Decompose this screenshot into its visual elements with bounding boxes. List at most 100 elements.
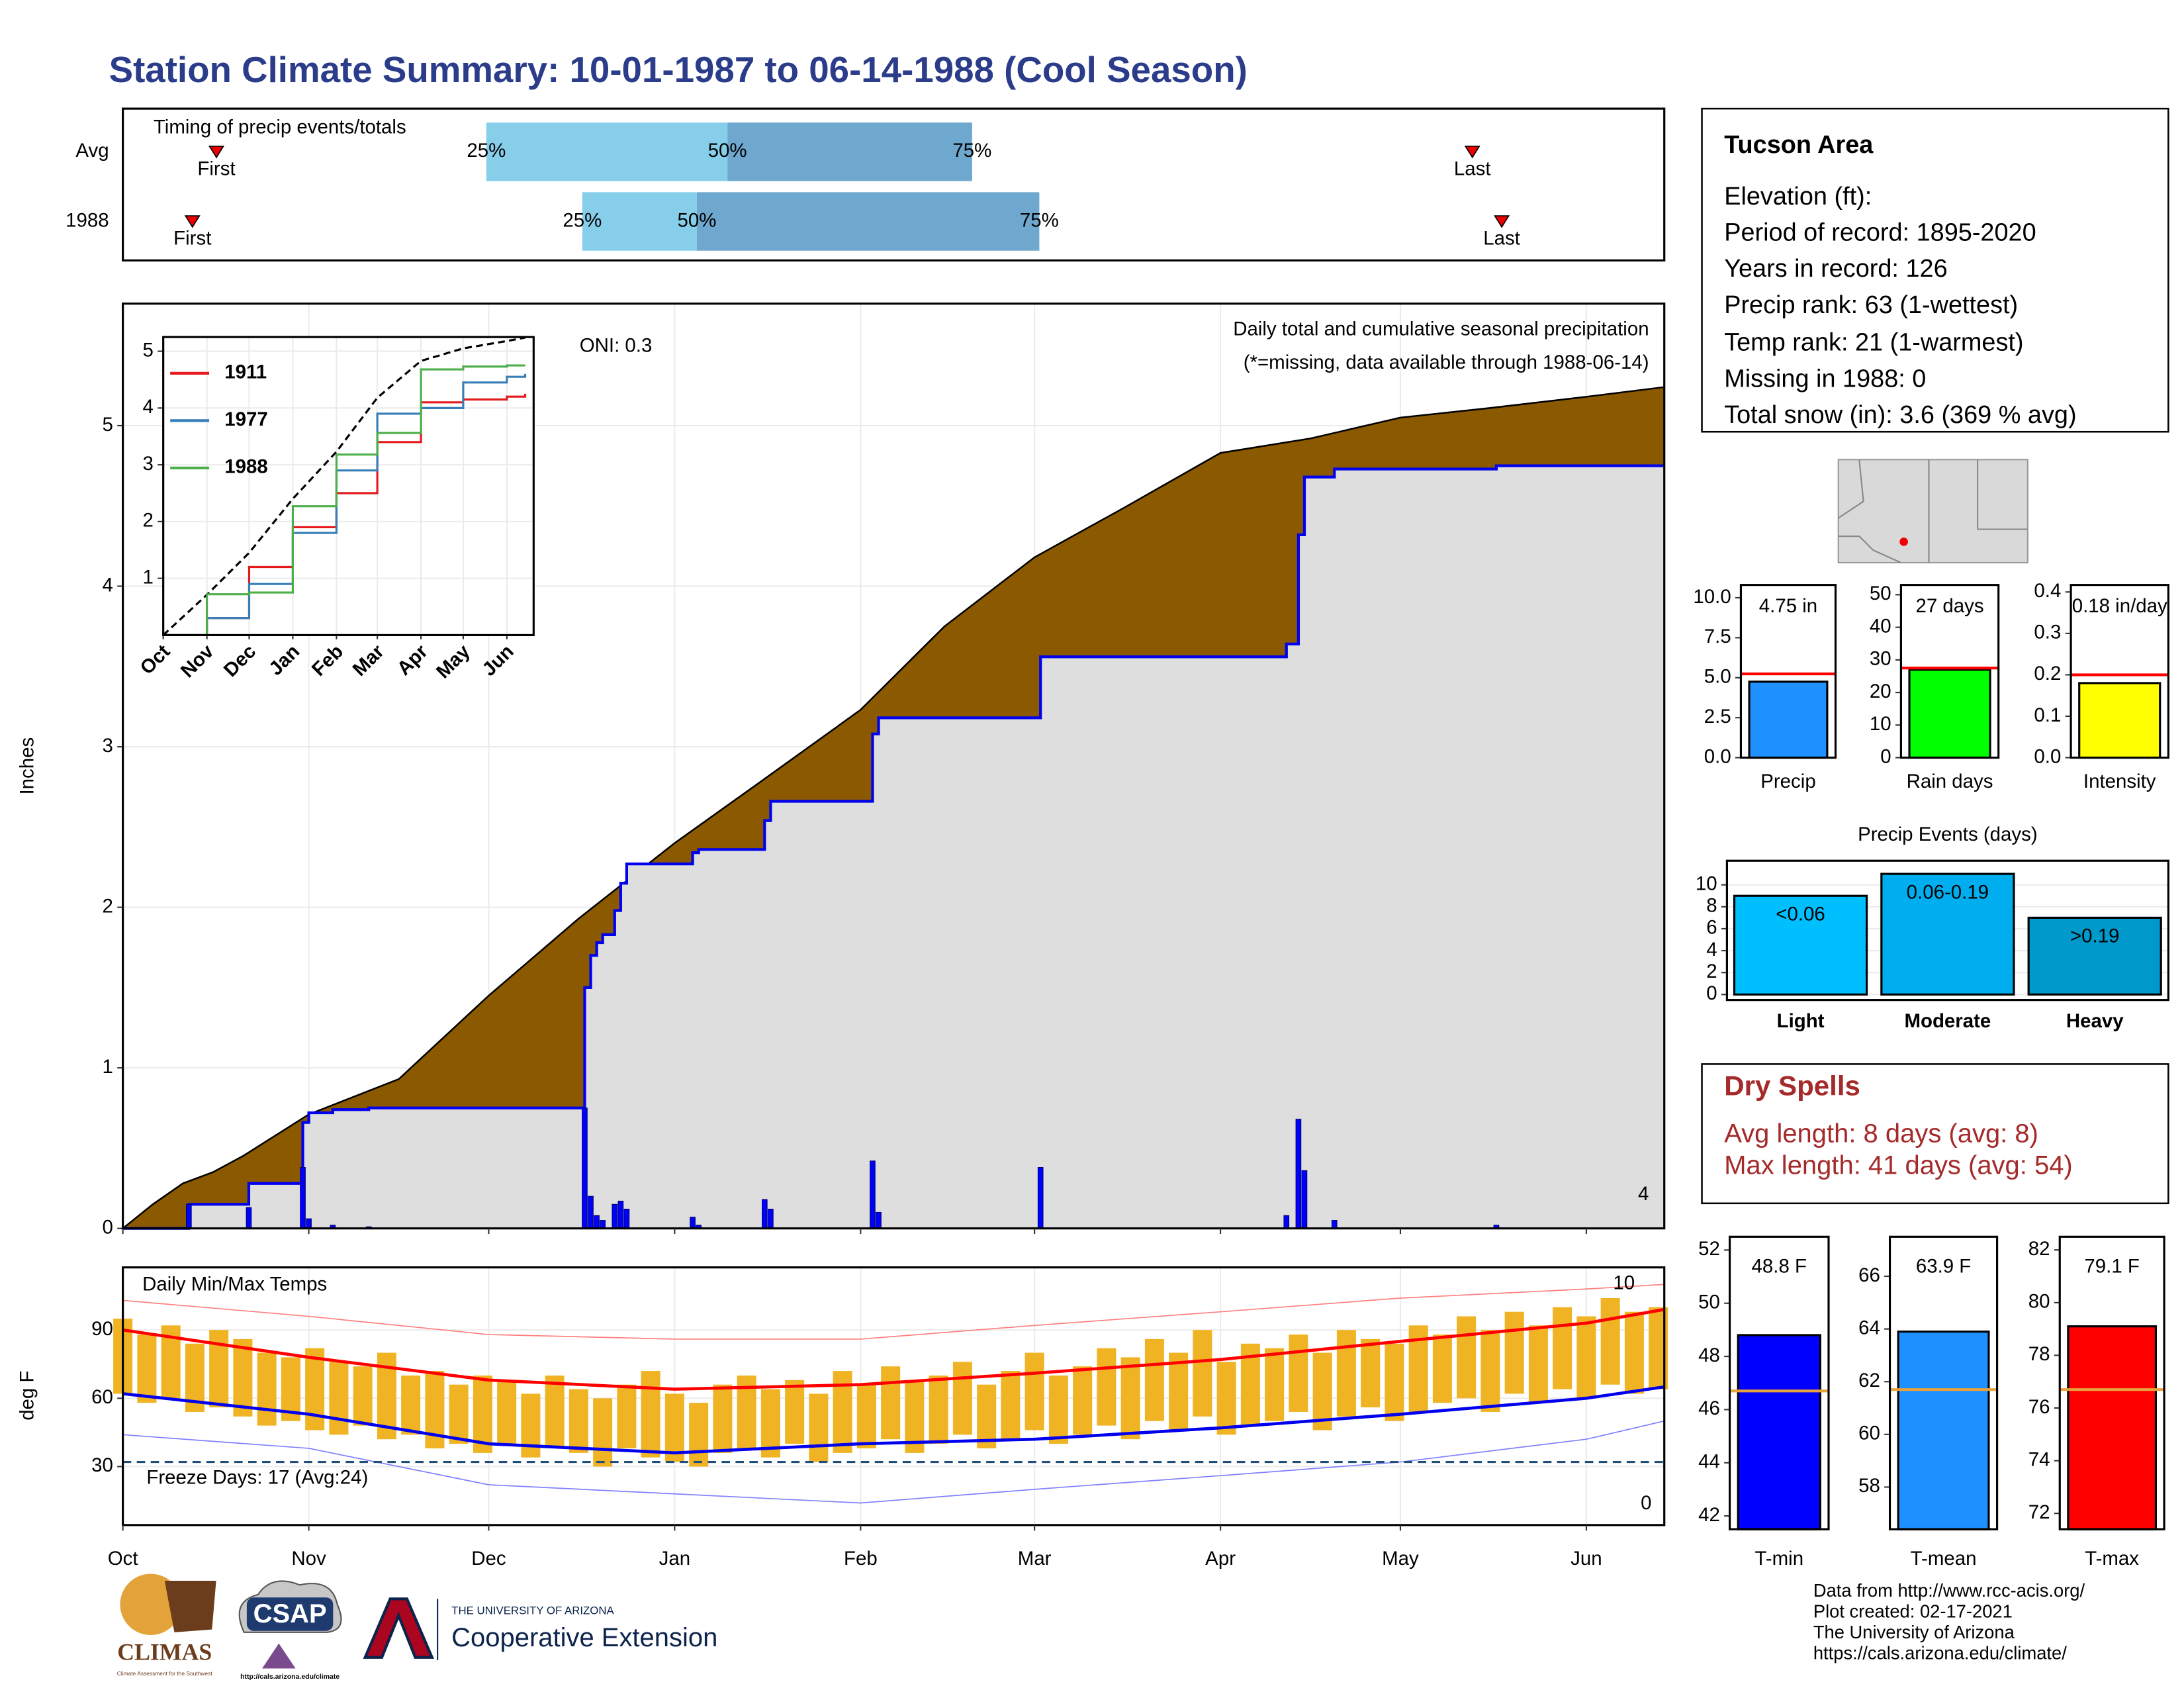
x-tick-label: Nov [291,1548,326,1570]
y-tick-label: 30 [1870,648,1891,670]
temp-range-bar [809,1393,829,1462]
daily-precip-bar [768,1209,774,1229]
csap-url: http://cals.arizona.edu/climate [240,1673,340,1681]
x-tick-label: Feb [844,1548,878,1570]
daily-precip-bar [876,1211,882,1229]
temp-range-bar [1169,1352,1189,1430]
y-tick-label: 46 [1698,1397,1720,1419]
temp-range-bar [1144,1338,1164,1421]
y-tick-label: 5.0 [1704,666,1731,688]
y-tick-label: 50 [1870,583,1891,604]
temp-range-bar [929,1375,948,1444]
high-count: 10 [1613,1272,1635,1294]
temp-range-bar [1001,1371,1021,1440]
daily-precip-bar [612,1203,618,1229]
y-tick-label: 76 [2028,1396,2050,1418]
temp-range-bar [233,1338,253,1417]
quartile-bar [727,122,972,181]
x-tick-label: Dec [471,1548,506,1570]
bar [1733,894,1868,996]
bar [1908,669,1991,759]
daily-precip-bar [306,1218,312,1229]
temp-range-bar [760,1389,780,1458]
y-tick-label: 74 [2028,1448,2050,1470]
info-frame [1701,107,2169,433]
temp-range-bar [641,1371,660,1458]
y-axis-label: deg F [16,1371,38,1421]
y-tick-label: 2 [103,895,113,917]
temp-line [122,1385,1665,1455]
y-tick-label: 5 [143,339,154,361]
y-tick-label: 3 [143,453,154,475]
daily-precip-bar [588,1196,594,1229]
quartile-label: 50% [677,209,716,231]
legend-label: 1977 [224,408,268,430]
temp-range-bar [1504,1311,1524,1394]
season-area [122,465,1664,1229]
station-dot [1899,538,1908,546]
y-axis-label: Inches [16,737,38,795]
bar [1748,680,1829,759]
y-tick-label: 30 [91,1454,113,1476]
temp-range-bar [1624,1311,1644,1394]
inset-frame [162,336,535,636]
plot-frame [1729,1235,1830,1530]
y-tick-label: 10.0 [1693,586,1731,608]
series-line [163,364,525,636]
y-tick-label: 90 [91,1318,113,1340]
footer: Data from http://www.rcc-acis.org/ Plot … [1813,1580,2085,1664]
y-tick-label: 0.4 [2034,580,2061,602]
temp-range-bar [545,1375,565,1448]
daily-precip-bar [246,1207,252,1229]
y-tick-label: 62 [1858,1370,1880,1391]
row-label: Avg [75,140,109,162]
location-map [1837,459,2028,564]
y-tick-label: 48 [1698,1344,1720,1366]
oni-label: ONI: 0.3 [580,335,653,357]
plot-frame [122,1266,1666,1526]
ua-text: THE UNIVERSITY OF ARIZONA [451,1605,614,1617]
y-tick-label: 20 [1870,680,1891,702]
bar [2067,1325,2158,1530]
info-line: Years in record: 126 [1724,255,1947,283]
info-line: Missing in 1988: 0 [1724,365,1926,393]
x-tick-label: Light [1777,1010,1825,1032]
x-tick-label: Oct [108,1548,138,1570]
info-line: Elevation (ft): [1724,183,1872,211]
quartile-label: 75% [952,140,991,162]
dry-frame [1701,1063,2169,1205]
quartile-label: 50% [708,140,747,162]
temp-range-bar [1361,1338,1381,1408]
temp-range-bar [593,1398,613,1467]
temp-range-bar [137,1335,157,1403]
panel-title: Timing of precip events/totals [154,116,406,138]
daily-precip-bar [1301,1170,1308,1229]
y-tick-label: 10 [1696,872,1717,894]
temp-range-bar [856,1384,876,1448]
y-tick-label: 50 [1698,1291,1720,1313]
temp-range-bar [1385,1343,1404,1421]
chart-title: Daily total and cumulative seasonal prec… [1233,318,1649,340]
inset-background [163,337,534,635]
x-tick-label: T-min [1755,1548,1804,1570]
value-label: 63.9 F [1916,1255,1971,1277]
event-marker [1494,215,1510,228]
x-tick-label: T-max [2085,1548,2139,1570]
temp-range-bar [977,1384,997,1448]
temp-range-bar [1432,1335,1452,1403]
daily-precip-bar [690,1217,696,1229]
temp-range-bar [1553,1307,1572,1389]
y-tick-label: 0 [1706,982,1717,1004]
bar [1880,872,2015,996]
bin-label: >0.19 [2070,925,2120,947]
y-tick-label: 2 [143,510,154,532]
temp-range-bar [1457,1316,1477,1399]
y-tick-label: 2.5 [1704,706,1731,727]
y-tick-label: 1 [103,1056,113,1078]
y-tick-label: 2 [1706,961,1717,982]
value-label: 48.8 F [1752,1255,1807,1277]
quartile-label: 25% [563,209,602,231]
event-label: First [173,228,211,250]
daily-precip-bar [1283,1215,1290,1229]
daily-precip-bar [870,1160,876,1229]
